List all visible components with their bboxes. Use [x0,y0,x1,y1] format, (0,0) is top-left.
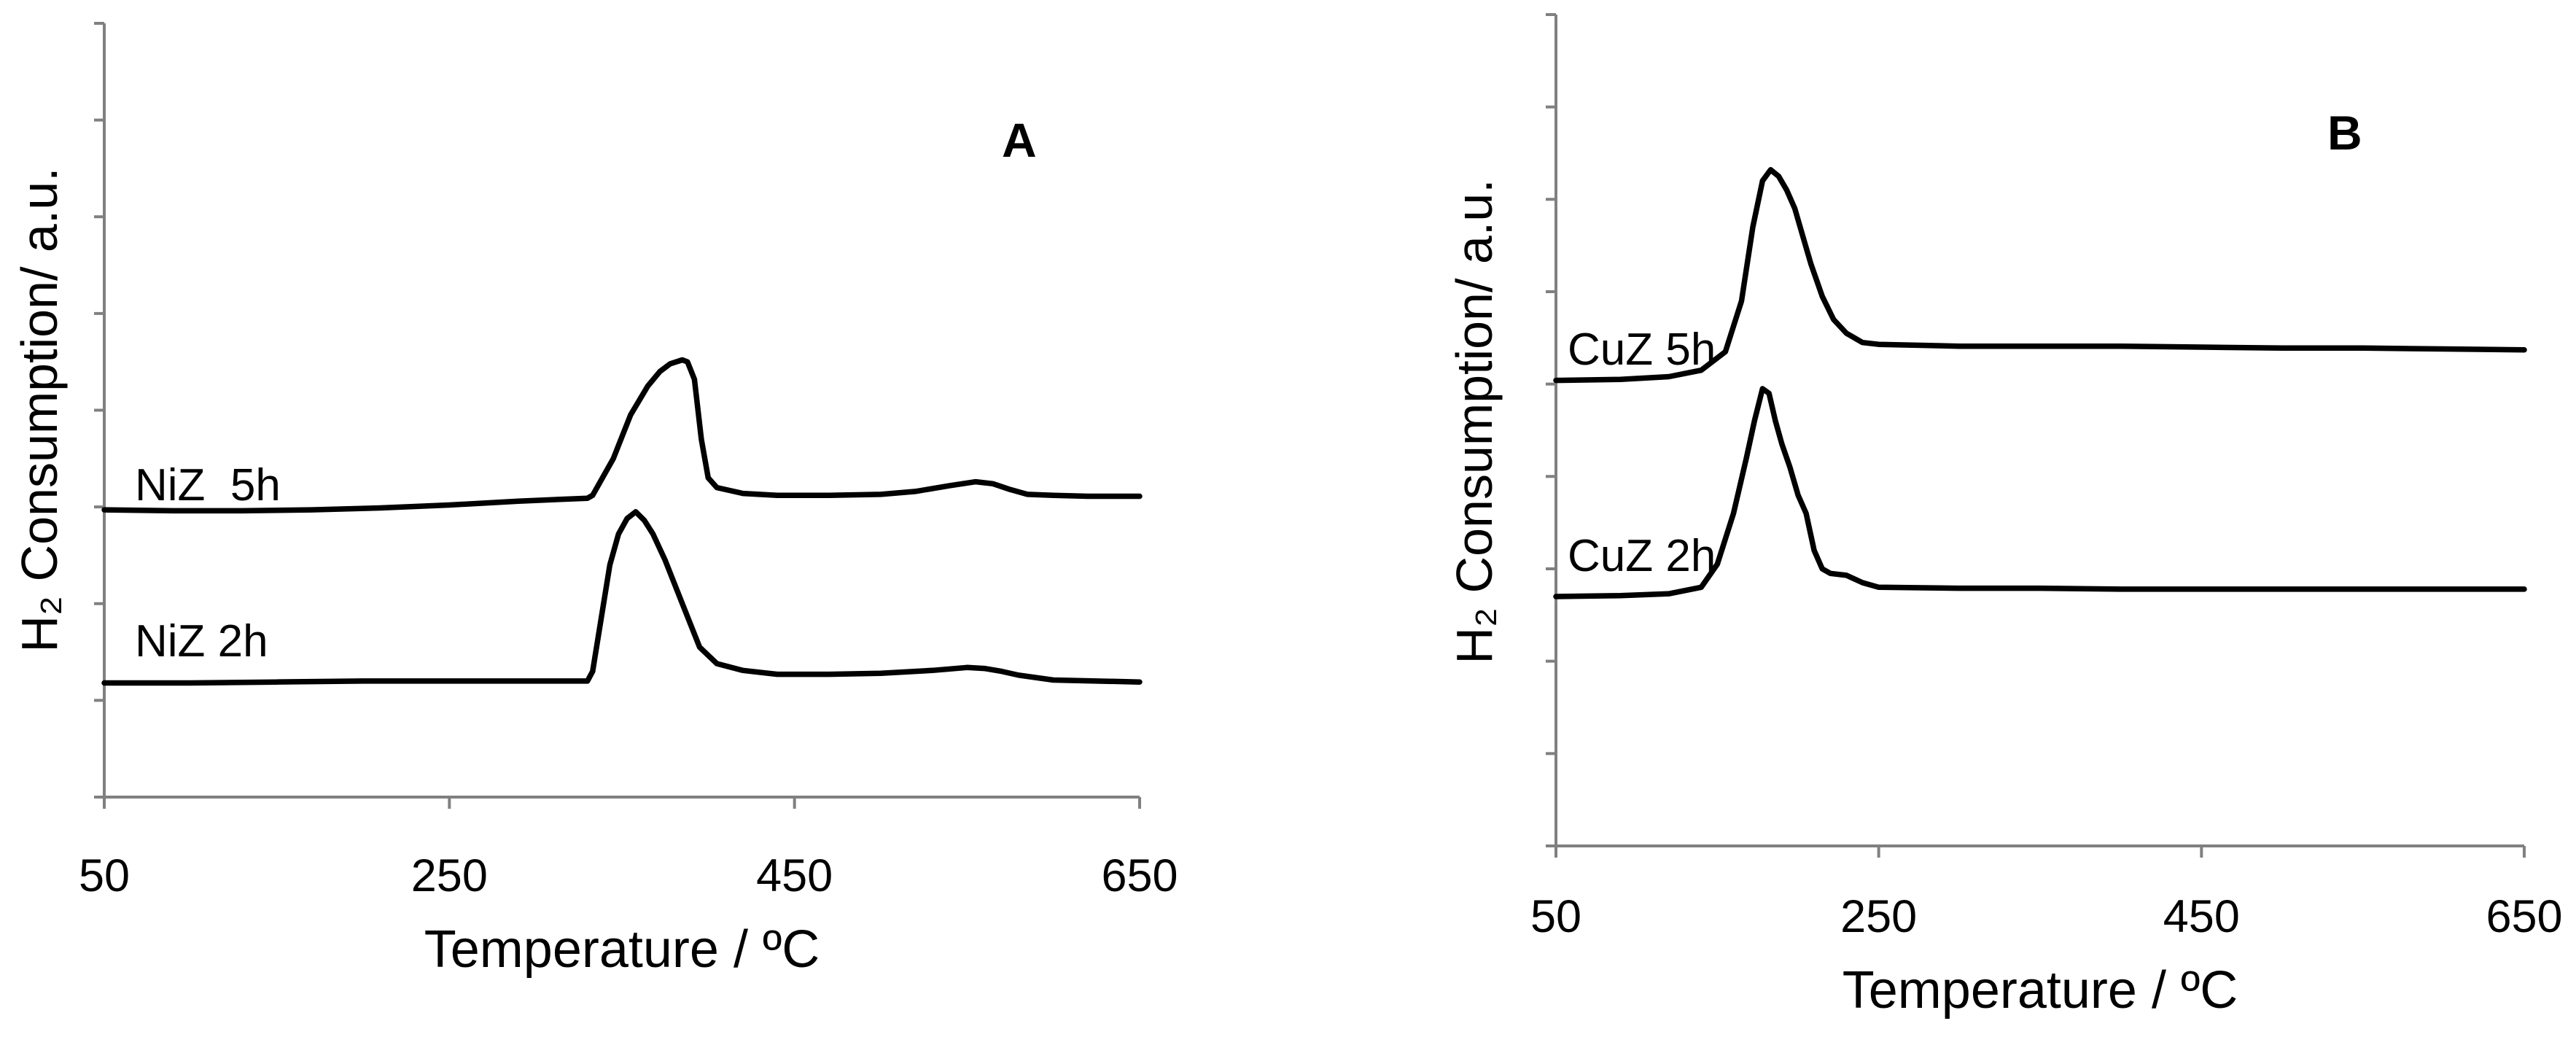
panel-b-x-tick-label: 250 [1840,891,1917,942]
panel-b-x-axis-title: Temperature / ºC [1842,961,2238,1019]
panel-b: 50 250 450 650 CuZ 5h CuZ 2h B Temperature … [1446,13,2563,1019]
series-line-cuz-5h [1553,167,2527,384]
series-line-niz-2h [101,509,1143,686]
panel-a-x-tick-label: 450 [756,850,833,901]
series-line-cuz-2h [1553,386,2527,599]
series-label-cuz-5h: CuZ 5h [1568,325,1716,375]
panel-b-y-axis-title: H₂ Consumption/ a.u. [1446,179,1503,664]
panel-a-y-axis-title: H₂ Consumption/ a.u. [11,167,68,652]
series-label-niz-5h: NiZ 5h [135,460,281,510]
series-line-niz-5h [101,357,1143,514]
panel-letter-b: B [2327,106,2362,160]
panel-a-x-tick-label: 250 [411,850,488,901]
panel-letter-a: A [1002,113,1037,167]
series-label-cuz-2h: CuZ 2h [1568,531,1716,581]
panel-a: 50 250 450 650 NiZ 5h NiZ 2h A Temperature … [11,22,1178,979]
panel-a-x-tick-label: 650 [1101,850,1178,901]
panel-b-x-tick-label: 450 [2163,891,2240,942]
panel-b-x-tick-label: 650 [2486,891,2562,942]
panel-b-x-tick-label: 50 [1530,891,1581,942]
panel-a-x-axis-title: Temperature / ºC [424,920,820,979]
panel-a-x-tick-label: 50 [79,850,130,901]
series-label-niz-2h: NiZ 2h [135,616,268,667]
